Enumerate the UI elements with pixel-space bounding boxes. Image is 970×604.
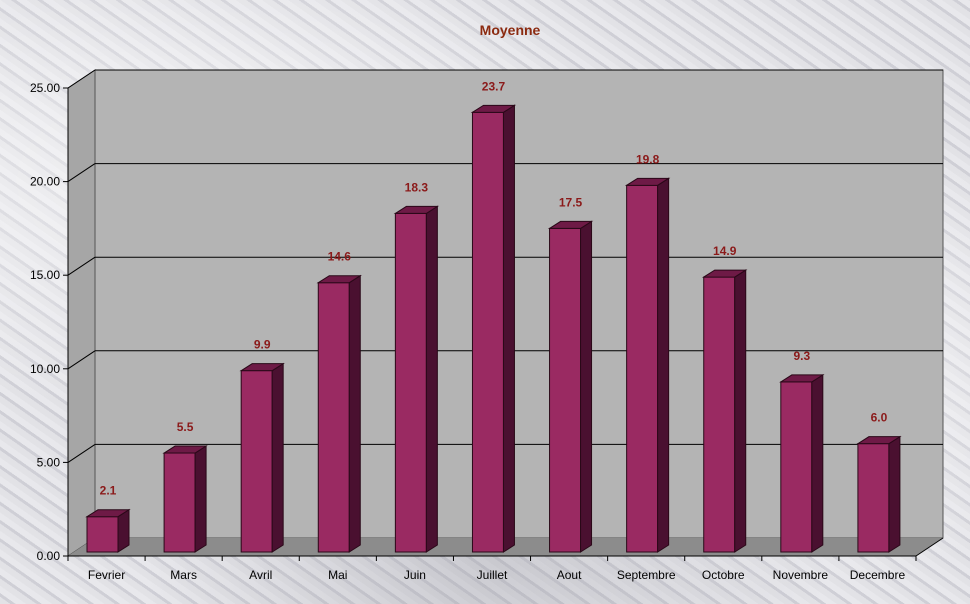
x-tick-label: Septembre (617, 568, 676, 582)
bar-side (580, 220, 593, 553)
data-label: 9.3 (793, 349, 810, 363)
bar (163, 452, 196, 553)
x-tick-label: Octobre (702, 568, 745, 582)
bar-top (547, 220, 594, 229)
data-label: 17.5 (559, 195, 583, 209)
gridline-diagonal (67, 256, 96, 276)
bar-top (856, 436, 902, 445)
bar-side (657, 177, 670, 553)
bar-top (85, 509, 131, 518)
bar-side (734, 269, 747, 553)
bar-side (888, 435, 901, 553)
bar-side (811, 373, 824, 553)
bar-top (393, 205, 440, 214)
y-tick-label: 0.00 (37, 549, 61, 563)
bar (780, 381, 813, 553)
data-label: 18.3 (405, 180, 429, 194)
bars (85, 104, 902, 553)
bar-side (348, 274, 361, 553)
data-label: 19.8 (636, 152, 660, 166)
x-tick-label: Mars (170, 568, 197, 582)
data-label: 14.9 (713, 244, 737, 258)
bar (317, 282, 350, 553)
gridline-diagonal (67, 350, 96, 370)
bar-top (702, 269, 748, 278)
chart-title: Moyenne (480, 22, 541, 38)
x-axis-edge (915, 537, 944, 557)
bar-top (470, 104, 517, 113)
bar-side (502, 104, 515, 553)
bar (86, 516, 119, 553)
y-tick-label: 20.00 (30, 175, 60, 189)
y-tick-label: 5.00 (37, 455, 61, 469)
bar-top (162, 445, 208, 454)
x-tick-label: Aout (557, 568, 582, 582)
gridline-diagonal (67, 69, 96, 89)
x-axis: Fevrier Mars Avril Mai Juin Juillet Aout Septem… (67, 537, 944, 582)
data-label: 23.7 (482, 79, 506, 93)
bar-top (316, 275, 362, 284)
bar (240, 370, 273, 553)
y-tick-label: 25.00 (30, 81, 60, 95)
data-label: 6.0 (871, 411, 888, 425)
bar (471, 111, 504, 553)
bar (394, 212, 427, 553)
bar (549, 227, 582, 553)
bar (626, 184, 659, 553)
chart-side-wall (67, 69, 96, 557)
x-tick-label: Decembre (850, 568, 906, 582)
bar-top (239, 363, 285, 372)
bar (857, 443, 890, 553)
bar (703, 276, 736, 553)
gridline-diagonal (67, 443, 96, 463)
data-labels: 2.1 5.5 9.9 14.6 18.3 23.7 17.5 19.8 14.9 9.3 6.0 (100, 79, 888, 497)
x-tick-label: Juin (404, 568, 426, 582)
x-tick-label: Mai (328, 568, 347, 582)
bar-top (624, 177, 671, 186)
x-tick-label: Novembre (773, 568, 829, 582)
data-label: 5.5 (177, 420, 194, 434)
x-tick-label: Juillet (477, 568, 508, 582)
y-tick-label: 15.00 (30, 268, 60, 282)
gridline-diagonal (67, 163, 96, 183)
data-label: 14.6 (328, 250, 352, 264)
x-tick-label: Fevrier (88, 568, 125, 582)
data-label: 2.1 (100, 484, 117, 498)
data-label: 9.9 (254, 338, 271, 352)
bar-side (425, 205, 438, 553)
bar-side (194, 445, 207, 553)
y-axis: 0.00 5.00 10.00 15.00 20.00 25.00 (30, 81, 69, 563)
y-tick-label: 10.00 (30, 362, 60, 376)
bar-side (271, 362, 284, 553)
bar-top (779, 374, 825, 383)
x-tick-label: Avril (249, 568, 272, 582)
